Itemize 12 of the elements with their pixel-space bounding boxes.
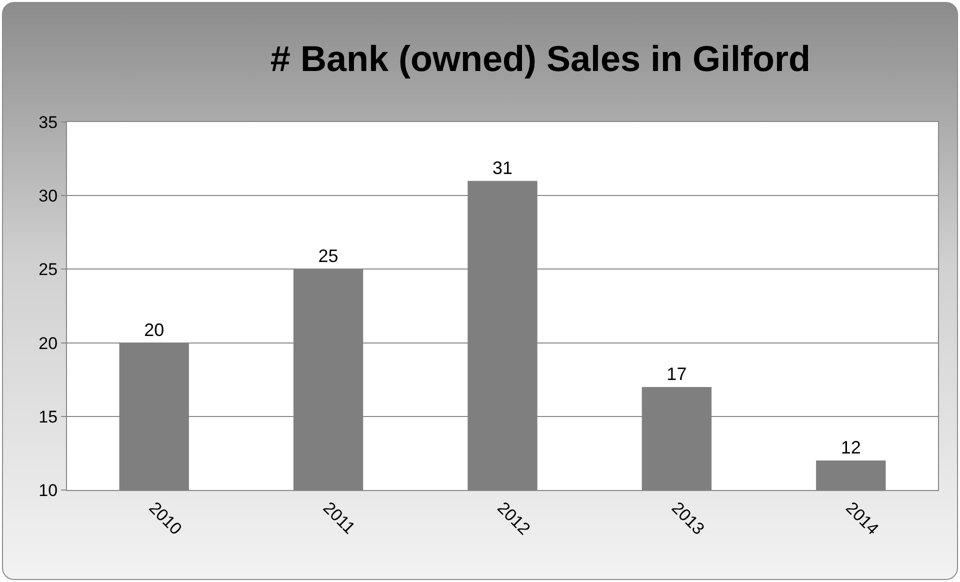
y-tick-label: 10: [38, 480, 58, 500]
y-tick-label: 20: [38, 334, 58, 353]
data-label: 25: [318, 246, 338, 266]
y-tick-label: 30: [38, 186, 58, 206]
data-label: 31: [492, 158, 513, 178]
y-tick-label: 25: [38, 260, 58, 280]
data-label: 17: [666, 364, 687, 384]
data-label: 12: [840, 438, 861, 458]
chart-title: # Bank (owned) Sales in Gilford: [270, 38, 811, 79]
data-label: 20: [144, 320, 164, 340]
y-tick-label: 15: [38, 407, 58, 426]
y-tick-label: 35: [38, 112, 58, 132]
